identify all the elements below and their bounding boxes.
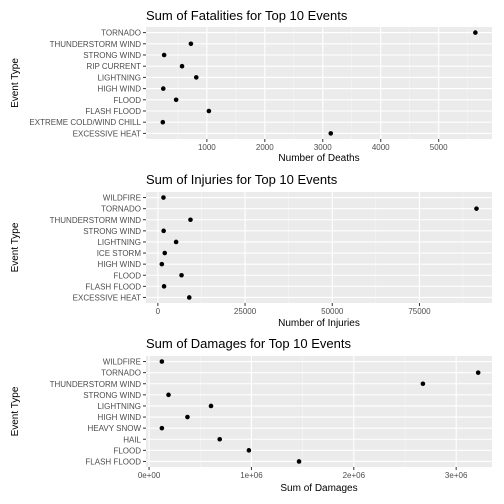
y-tick-label: STRONG WIND: [83, 391, 141, 400]
data-point: [161, 228, 166, 234]
data-point: [161, 52, 167, 58]
chart-panel-1: TORNADO THUNDERSTORM WIND STRONG WIND RIP C…: [10, 8, 492, 164]
chart-panel-3: WILDFIRE TORNADO THUNDERSTORM WIND STRONG W…: [10, 336, 492, 494]
y-axis-label: Event Type: [10, 222, 21, 272]
y-tick-label: FLASH FLOOD: [85, 282, 141, 291]
y-tick-label: STRONG WIND: [83, 51, 141, 60]
y-tick-label: EXTREME COLD/WIND CHILL: [29, 118, 141, 127]
x-tick-label: 1000: [198, 143, 216, 152]
y-tick-label: WILDFIRE: [103, 194, 141, 203]
y-tick-label: HEAVY SNOW: [88, 424, 142, 433]
x-tick-label: 0: [156, 307, 161, 316]
data-point: [474, 206, 479, 211]
x-tick-label: 4000: [372, 143, 390, 152]
y-tick-label: LIGHTNING: [97, 73, 141, 82]
data-point: [160, 119, 166, 125]
data-point: [179, 63, 185, 69]
y-tick-label: FLASH FLOOD: [85, 457, 141, 466]
x-tick-label: 3000: [314, 143, 332, 152]
data-point: [475, 370, 481, 375]
data-point: [173, 239, 179, 245]
x-tick-label: 1e+06: [240, 471, 263, 480]
data-point: [246, 448, 252, 453]
chart-panel-2: WILDFIRE TORNADO THUNDERSTORM WIND STRONG W…: [10, 172, 492, 329]
x-tick-label: 75000: [408, 307, 431, 316]
y-tick-label: TORNADO: [101, 29, 141, 38]
y-tick-label: ICE STORM: [97, 249, 142, 258]
data-point: [188, 217, 193, 223]
chart-title: Sum of Injuries for Top 10 Events: [146, 172, 338, 187]
y-tick-label: THUNDERSTORM WIND: [50, 380, 142, 389]
x-axis-label: Number of Deaths: [278, 153, 359, 164]
data-point: [185, 414, 190, 420]
y-tick-label: THUNDERSTORM WIND: [50, 40, 142, 49]
y-tick-label: THUNDERSTORM WIND: [50, 216, 142, 225]
x-tick-label: 50000: [321, 307, 344, 316]
y-tick-label: FLOOD: [113, 271, 141, 280]
plot-background: [146, 356, 492, 467]
data-point: [166, 392, 171, 398]
y-tick-label: WILDFIRE: [103, 358, 141, 367]
y-tick-label: LIGHTNING: [97, 402, 141, 411]
x-tick-label: 3e+06: [445, 471, 468, 480]
y-tick-label: HAIL: [123, 435, 141, 444]
plot-background: [146, 27, 492, 139]
data-point: [186, 295, 192, 300]
data-point: [159, 261, 165, 267]
x-axis-label: Sum of Damages: [280, 483, 357, 494]
data-point: [208, 403, 214, 409]
y-tick-label: STRONG WIND: [83, 227, 141, 236]
y-axis-label: Event Type: [10, 58, 21, 108]
y-tick-label: HIGH WIND: [97, 260, 141, 269]
y-tick-label: FLOOD: [113, 96, 141, 105]
data-point: [188, 41, 194, 47]
data-point: [193, 75, 199, 80]
y-tick-label: EXCESSIVE HEAT: [73, 293, 141, 302]
x-tick-label: 25000: [234, 307, 257, 316]
data-point: [206, 108, 212, 114]
data-point: [159, 359, 165, 364]
y-tick-label: HIGH WIND: [97, 413, 141, 422]
data-point: [161, 284, 167, 289]
x-tick-label: 0e+00: [138, 471, 161, 480]
chart-title: Sum of Fatalities for Top 10 Events: [146, 8, 348, 23]
x-axis-label: Number of Injuries: [278, 318, 360, 329]
y-tick-label: EXCESSIVE HEAT: [73, 129, 141, 138]
y-axis-label: Event Type: [10, 386, 21, 436]
x-tick-label: 2000: [256, 143, 274, 152]
y-tick-label: RIP CURRENT: [86, 62, 141, 71]
data-point: [160, 86, 166, 91]
data-point: [162, 250, 168, 256]
data-point: [173, 97, 179, 103]
y-tick-label: TORNADO: [101, 369, 141, 378]
data-point: [179, 272, 184, 278]
data-point: [296, 459, 302, 464]
y-tick-label: FLOOD: [113, 446, 141, 455]
data-point: [217, 436, 223, 442]
data-point: [328, 131, 334, 136]
y-tick-label: HIGH WIND: [97, 85, 141, 94]
y-tick-label: FLASH FLOOD: [85, 107, 141, 116]
y-tick-label: LIGHTNING: [97, 238, 141, 247]
plot-background: [146, 192, 492, 303]
x-tick-label: 5000: [430, 143, 448, 152]
data-point: [159, 425, 165, 431]
data-point: [161, 195, 166, 200]
data-point: [420, 381, 426, 387]
y-tick-label: TORNADO: [101, 205, 141, 214]
chart-title: Sum of Damages for Top 10 Events: [146, 336, 351, 351]
x-tick-label: 2e+06: [343, 471, 366, 480]
data-point: [473, 30, 478, 35]
